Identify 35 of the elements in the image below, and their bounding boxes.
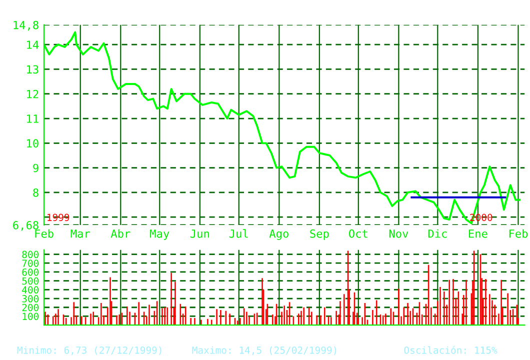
- y-tick-label: 700: [22, 260, 38, 267]
- x-tick-label: Abr: [110, 229, 130, 238]
- text: Oscilación: 115%: [404, 346, 498, 354]
- x-tick-label: Ene: [468, 230, 488, 238]
- y-tick-label: 100: [22, 312, 38, 320]
- y-tick-label: 800: [22, 250, 38, 258]
- x-tick-label: Mar: [70, 230, 90, 238]
- x-tick-label: Feb: [509, 229, 528, 238]
- y-tick-label: 200: [22, 304, 38, 312]
- x-tick-label: Oct: [349, 229, 368, 238]
- x-tick-label: May: [150, 230, 170, 240]
- text: Minimo: 6,73 (27/12/1999): [17, 346, 162, 356]
- annotation: 1999: [48, 214, 70, 222]
- y-tick-label: 500: [22, 277, 38, 285]
- x-tick-label: Jul: [229, 229, 248, 238]
- y-tick-label: 11: [27, 114, 38, 123]
- x-tick-label: Sep: [310, 229, 329, 240]
- x-tick-label: Dic: [428, 229, 447, 238]
- y-tick-label: 6,68: [13, 221, 38, 231]
- x-tick-label: Nov: [389, 230, 408, 238]
- x-tick-label: Feb: [35, 229, 54, 238]
- y-tick-label: 14,8: [14, 20, 38, 31]
- x-tick-label: Jun: [190, 230, 209, 238]
- y-tick-label: 14: [27, 40, 39, 49]
- y-tick-label: 400: [22, 286, 38, 294]
- y-tick-label: 13: [27, 65, 38, 74]
- y-tick-label: 9: [33, 164, 38, 172]
- text: Maximo: 14,5 (25/02/1999): [192, 346, 336, 356]
- y-tick-label: 10: [27, 139, 38, 148]
- line-series: [44, 31, 520, 224]
- y-tick-label: 600: [22, 268, 38, 276]
- x-tick-label: Ago: [269, 229, 288, 240]
- y-tick-label: 300: [22, 295, 38, 302]
- y-tick-label: 12: [27, 90, 38, 98]
- y-tick-label: 8: [33, 188, 38, 197]
